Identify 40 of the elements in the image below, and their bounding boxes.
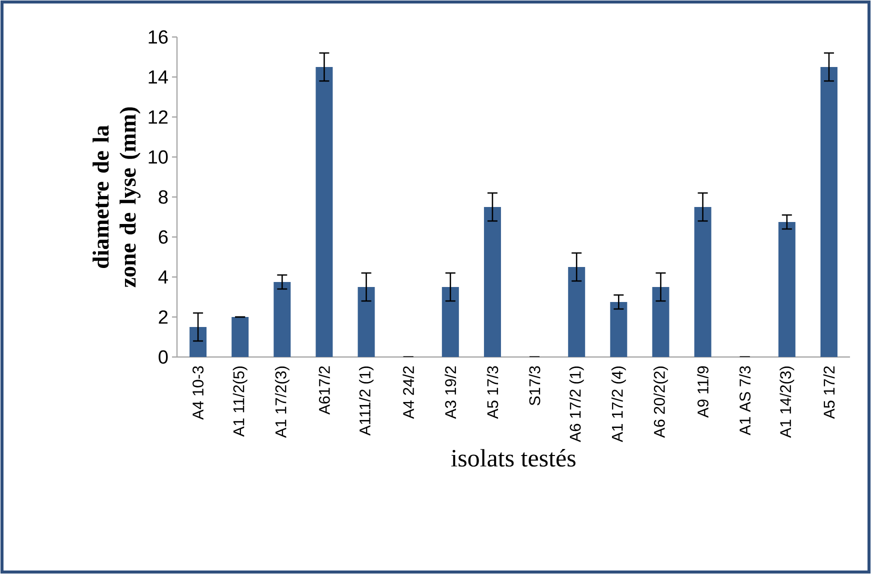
bar	[190, 327, 207, 357]
x-tick-label: A1 14/2(3)	[780, 366, 794, 438]
y-tick-label: 0	[158, 350, 168, 364]
bar	[232, 317, 249, 357]
y-tick-label: 6	[158, 230, 168, 244]
x-tick-label: A4 24/2	[402, 366, 414, 419]
x-tick-label: A3 19/2	[444, 366, 456, 419]
y-tick-label: 8	[158, 190, 168, 204]
x-tick-label: A9 11/9	[697, 366, 708, 418]
y-tick-label: 16	[148, 30, 168, 44]
bar	[652, 287, 670, 357]
x-tick-label: A111/2 (1)	[359, 366, 374, 436]
x-tick-label: A1 11/2(5)	[232, 366, 248, 437]
x-tick-label: A6 17/2 (1)	[569, 366, 584, 442]
bar	[274, 282, 291, 357]
y-tick-label: 2	[158, 310, 168, 324]
bar	[568, 267, 586, 357]
x-tick-label: A5 17/3	[486, 366, 498, 419]
bar	[484, 206, 501, 357]
bar	[358, 287, 375, 357]
bar	[442, 287, 459, 357]
y-axis-title: diametre de la zone de lyse (mm)	[92, 107, 141, 288]
x-tick-label: A5 17/2	[823, 366, 835, 419]
x-tick-label: A6 20/2(2)	[654, 366, 668, 438]
bar	[820, 66, 838, 357]
x-tick-label: A1 AS 7/3	[739, 366, 751, 436]
y-tick-label: 14	[148, 70, 168, 84]
y-tick-label: 4	[158, 270, 168, 284]
bar	[694, 206, 712, 357]
x-tick-label: A617/2	[318, 366, 330, 415]
bar	[316, 66, 333, 357]
x-tick-label: A4 10-3	[192, 366, 204, 420]
bar	[778, 222, 796, 357]
x-tick-label: A1 17/2 (4)	[611, 366, 626, 442]
x-tick-label: S17/3	[528, 366, 540, 406]
y-tick-label: 12	[148, 110, 168, 124]
x-tick-label: A1 17/2(3)	[274, 366, 290, 438]
x-axis-title: isolats testés	[451, 449, 576, 467]
y-tick-label: 10	[148, 150, 168, 164]
bar	[610, 302, 628, 357]
